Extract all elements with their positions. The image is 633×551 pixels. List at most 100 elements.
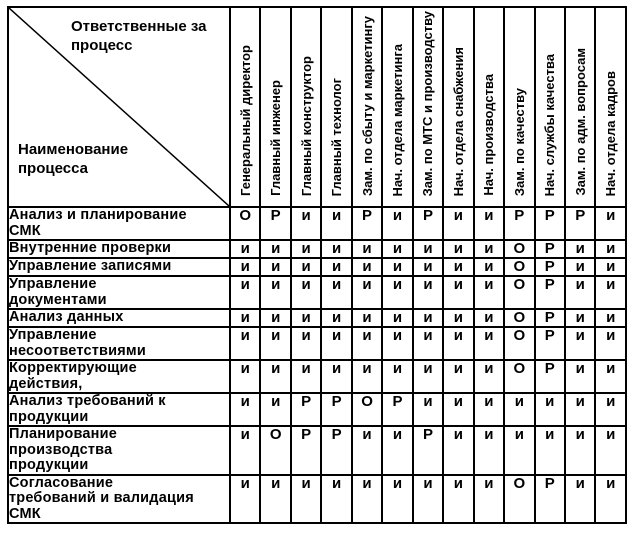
matrix-cell: и (563, 473, 597, 524)
matrix-cell: и (320, 473, 353, 524)
column-header-label: Нач. отдела маркетинга (389, 43, 405, 197)
matrix-cell: и (411, 308, 445, 328)
matrix-cell: и (442, 359, 475, 394)
column-header-10: Зам. по качеству (503, 6, 536, 208)
column-header-4: Главный технолог (320, 6, 353, 208)
column-header-label: Зам. по сбыту и маркетингу (359, 16, 375, 196)
corner-bottom-label: Наименование процесса (18, 141, 129, 177)
matrix-cell: и (381, 206, 414, 241)
matrix-cell: и (259, 275, 292, 310)
matrix-cell: и (472, 206, 506, 241)
column-header-5: Зам. по сбыту и маркетингу (350, 6, 384, 208)
corner-top-label: Ответственные за процесс (71, 18, 207, 54)
matrix-cell: и (320, 257, 353, 277)
matrix-cell: Р (533, 473, 566, 524)
matrix-cell: и (289, 239, 323, 259)
column-header-label: Зам. по качеству (511, 87, 527, 196)
matrix-cell: и (442, 239, 475, 259)
matrix-cell: О (503, 257, 536, 277)
matrix-cell: и (289, 326, 323, 361)
matrix-cell: и (472, 275, 506, 310)
matrix-cell: и (381, 257, 414, 277)
matrix-cell: и (563, 275, 597, 310)
matrix-cell: и (289, 473, 323, 524)
matrix-cell: О (350, 392, 384, 427)
matrix-cell: и (503, 392, 536, 427)
process-name-cell: Анализ данных (7, 308, 231, 328)
column-header-label: Главный конструктор (298, 55, 314, 196)
process-name: Анализ и планирование СМК (9, 207, 187, 239)
matrix-cell: и (350, 425, 384, 476)
process-name-cell: Корректирующие действия, (7, 359, 231, 394)
matrix-cell: и (472, 425, 506, 476)
column-header-label: Нач. производства (481, 74, 497, 196)
column-header-6: Нач. отдела маркетинга (381, 6, 414, 208)
matrix-cell: и (442, 308, 475, 328)
matrix-cell: и (381, 308, 414, 328)
process-name-cell: Внутренние проверки (7, 239, 231, 259)
matrix-cell: и (442, 425, 475, 476)
matrix-cell: и (320, 239, 353, 259)
column-header-label: Нач. службы качества (542, 53, 558, 196)
matrix-cell: Р (533, 308, 566, 328)
matrix-cell: Р (320, 392, 353, 427)
matrix-cell: и (442, 206, 475, 241)
matrix-cell: и (563, 239, 597, 259)
matrix-cell: и (259, 257, 292, 277)
column-header-1: Генеральный директор (228, 6, 262, 208)
column-header-3: Главный конструктор (289, 6, 323, 208)
process-name-cell: Управление документами (7, 275, 231, 310)
matrix-cell: и (228, 326, 262, 361)
matrix-cell: О (503, 473, 536, 524)
matrix-cell: Р (259, 206, 292, 241)
column-header-label: Нач. отдела кадров (603, 70, 619, 196)
matrix-cell: и (563, 308, 597, 328)
matrix-cell: и (350, 275, 384, 310)
matrix-cell: и (381, 359, 414, 394)
matrix-cell: Р (350, 206, 384, 241)
process-name: Внутренние проверки (9, 240, 172, 256)
process-name: Планирование производства продукции (9, 426, 118, 473)
matrix-cell: Р (533, 359, 566, 394)
column-header-2: Главный инженер (259, 6, 292, 208)
matrix-cell: и (259, 392, 292, 427)
matrix-cell: Р (289, 392, 323, 427)
matrix-cell: и (594, 239, 627, 259)
corner-cell: Ответственные за процесс Наименование пр… (7, 6, 231, 208)
matrix-cell: и (228, 425, 262, 476)
matrix-cell: О (503, 308, 536, 328)
matrix-cell: О (503, 275, 536, 310)
column-header-label: Главный технолог (329, 77, 345, 196)
column-header-11: Нач. службы качества (533, 6, 566, 208)
matrix-cell: и (594, 359, 627, 394)
matrix-cell: и (594, 425, 627, 476)
matrix-cell: Р (533, 326, 566, 361)
matrix-cell: и (563, 359, 597, 394)
matrix-cell: и (472, 308, 506, 328)
matrix-cell: и (472, 326, 506, 361)
matrix-cell: и (259, 473, 292, 524)
process-name-cell: Анализ и планирование СМК (7, 206, 231, 241)
matrix-cell: и (594, 308, 627, 328)
matrix-cell: О (503, 239, 536, 259)
matrix-cell: и (442, 392, 475, 427)
matrix-cell: и (259, 239, 292, 259)
matrix-cell: и (228, 359, 262, 394)
matrix-cell: и (289, 206, 323, 241)
column-header-label: Генеральный директор (237, 45, 253, 196)
matrix-cell: Р (411, 206, 445, 241)
column-header-label: Нач. отдела снабжения (450, 46, 466, 196)
matrix-cell: Р (289, 425, 323, 476)
matrix-cell: и (442, 275, 475, 310)
matrix-cell: и (320, 359, 353, 394)
matrix-cell: и (381, 425, 414, 476)
matrix-cell: и (228, 239, 262, 259)
matrix-cell: и (472, 392, 506, 427)
column-header-label: Зам. по адм. вопросам (572, 48, 588, 196)
matrix-cell: и (259, 308, 292, 328)
